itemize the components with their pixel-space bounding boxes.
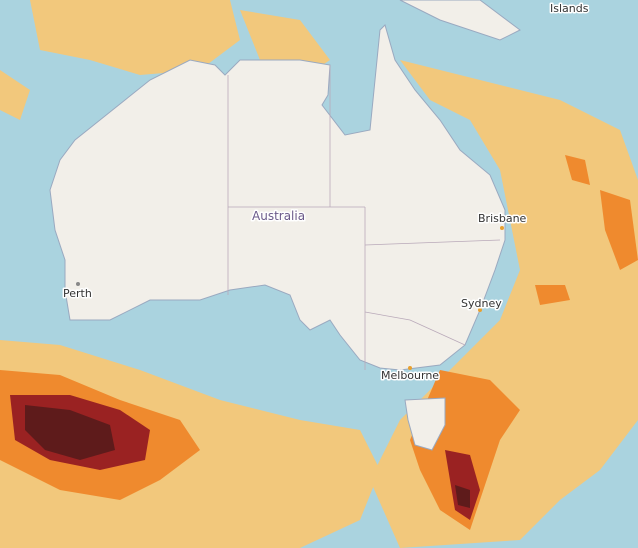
city-label: Sydney — [461, 297, 502, 310]
city-label: Perth — [63, 287, 92, 300]
place-label: Islands — [550, 2, 589, 15]
region-label: Australia — [252, 209, 305, 223]
city-dot — [408, 366, 412, 370]
state-borders — [227, 65, 501, 370]
city-label: Melbourne — [381, 369, 439, 382]
city-dot — [76, 282, 80, 286]
city-dot — [500, 226, 504, 230]
landmass — [49, 0, 521, 451]
labels: Islands Australia Brisbane Perth Sydney … — [62, 1, 591, 384]
city-label: Brisbane — [478, 212, 527, 225]
city-dot — [478, 308, 482, 312]
